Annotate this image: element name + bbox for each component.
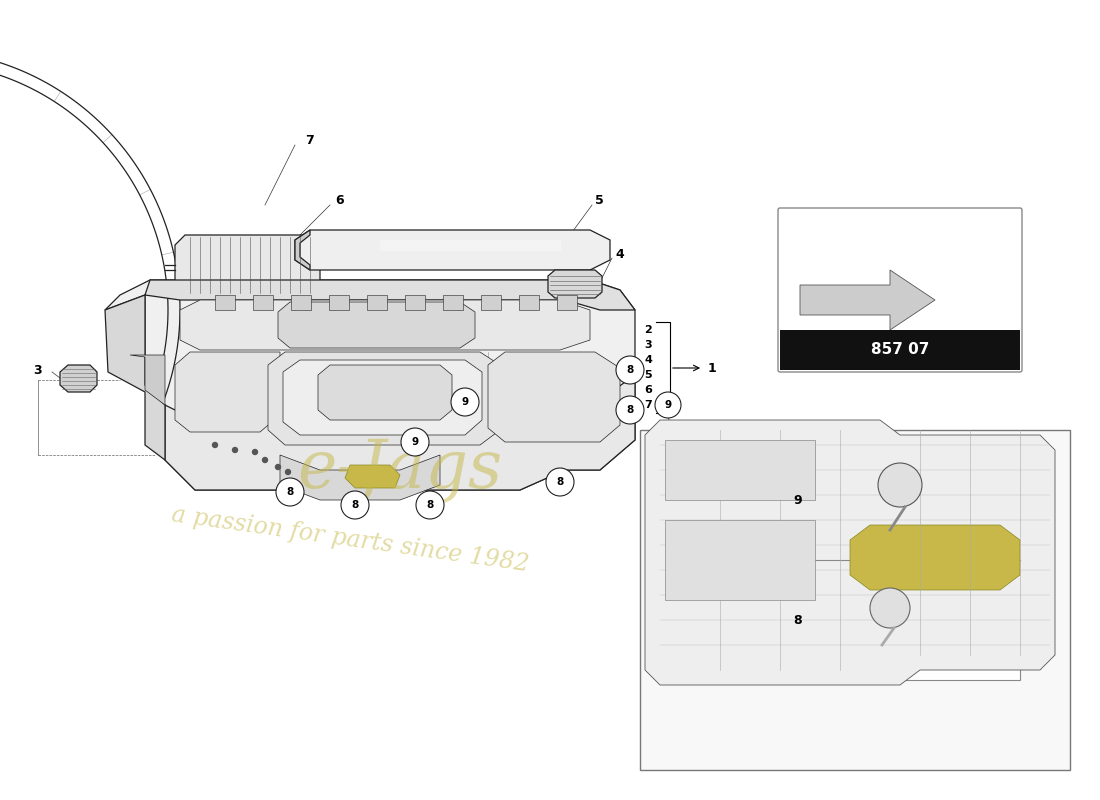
Polygon shape (292, 295, 311, 310)
Polygon shape (800, 270, 935, 330)
Circle shape (276, 478, 304, 506)
Polygon shape (481, 295, 500, 310)
Circle shape (546, 468, 574, 496)
Text: 3: 3 (34, 363, 42, 377)
Polygon shape (295, 230, 310, 270)
Text: 8: 8 (557, 477, 563, 487)
Polygon shape (60, 365, 97, 392)
Text: 9: 9 (461, 397, 469, 407)
FancyBboxPatch shape (666, 440, 815, 500)
Circle shape (878, 463, 922, 507)
Polygon shape (443, 295, 463, 310)
Polygon shape (165, 375, 635, 490)
Polygon shape (280, 455, 440, 500)
Polygon shape (175, 352, 280, 432)
Circle shape (286, 470, 290, 474)
Text: 4: 4 (645, 355, 652, 365)
Polygon shape (214, 295, 235, 310)
Text: 9: 9 (794, 494, 802, 506)
Polygon shape (329, 295, 349, 310)
Text: 9: 9 (664, 400, 672, 410)
Polygon shape (175, 235, 320, 295)
Polygon shape (557, 295, 578, 310)
Circle shape (451, 388, 478, 416)
Polygon shape (345, 465, 400, 488)
Circle shape (341, 491, 368, 519)
Polygon shape (268, 352, 500, 445)
FancyBboxPatch shape (778, 208, 1022, 372)
Text: 8: 8 (626, 405, 634, 415)
Text: a passion for parts since 1982: a passion for parts since 1982 (169, 503, 530, 577)
Circle shape (654, 392, 681, 418)
Text: 5: 5 (595, 194, 604, 206)
Polygon shape (850, 525, 1020, 590)
Polygon shape (367, 295, 387, 310)
Circle shape (232, 447, 238, 453)
Text: 2: 2 (645, 325, 652, 335)
Polygon shape (295, 230, 610, 270)
Text: 9: 9 (411, 437, 419, 447)
Text: 3: 3 (645, 340, 652, 350)
Text: e-Jags: e-Jags (297, 438, 503, 502)
Text: 7: 7 (645, 400, 652, 410)
Text: 8: 8 (286, 487, 294, 497)
Circle shape (616, 356, 644, 384)
Circle shape (402, 428, 429, 456)
Text: 8: 8 (794, 614, 802, 626)
Text: 6: 6 (336, 194, 343, 206)
Polygon shape (104, 295, 165, 460)
Text: 1: 1 (708, 362, 717, 374)
FancyBboxPatch shape (666, 520, 815, 600)
Polygon shape (180, 300, 590, 350)
Polygon shape (145, 280, 635, 310)
Polygon shape (104, 280, 635, 490)
Polygon shape (548, 270, 602, 298)
FancyBboxPatch shape (780, 440, 1020, 680)
Circle shape (263, 458, 267, 462)
Polygon shape (130, 355, 165, 405)
Text: 4: 4 (615, 249, 624, 262)
Circle shape (416, 491, 444, 519)
Text: 8: 8 (351, 500, 359, 510)
Polygon shape (318, 365, 452, 420)
Polygon shape (253, 295, 273, 310)
Circle shape (870, 588, 910, 628)
Polygon shape (405, 295, 425, 310)
Circle shape (253, 450, 257, 454)
Text: 8: 8 (427, 500, 433, 510)
Circle shape (616, 396, 644, 424)
Polygon shape (519, 295, 539, 310)
FancyBboxPatch shape (780, 330, 1020, 370)
Circle shape (275, 465, 280, 470)
Text: 6: 6 (645, 385, 652, 395)
Polygon shape (645, 420, 1055, 685)
Text: 857 07: 857 07 (871, 342, 930, 358)
Circle shape (212, 442, 218, 447)
Text: 8: 8 (626, 365, 634, 375)
Text: 7: 7 (305, 134, 314, 146)
FancyBboxPatch shape (640, 430, 1070, 770)
Polygon shape (278, 302, 475, 348)
Polygon shape (283, 360, 482, 435)
Polygon shape (488, 352, 620, 442)
Text: 5: 5 (645, 370, 652, 380)
